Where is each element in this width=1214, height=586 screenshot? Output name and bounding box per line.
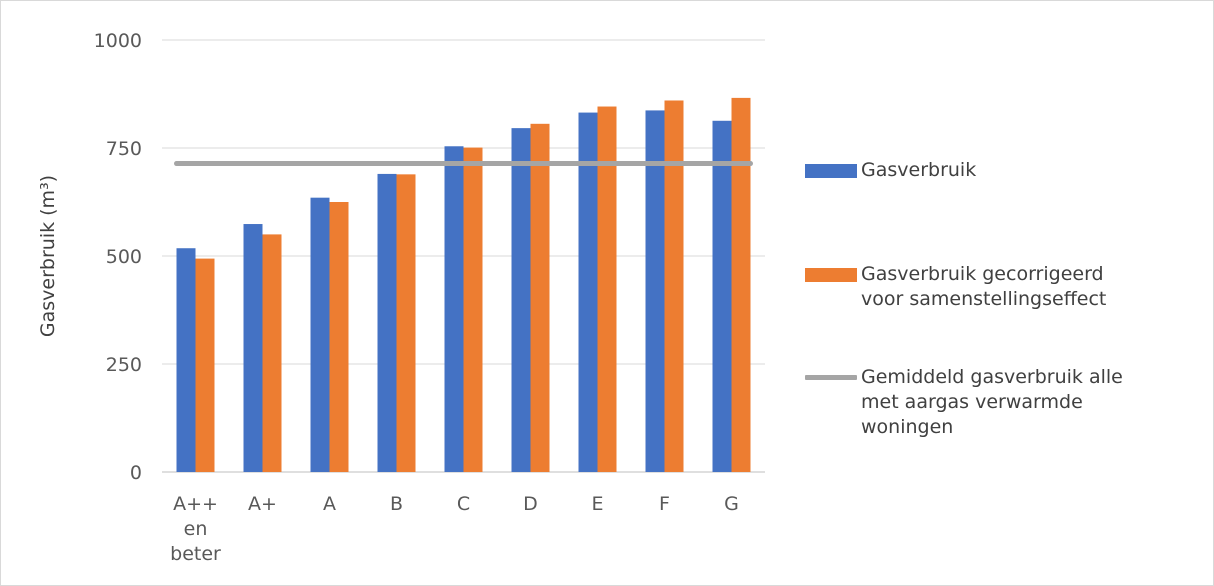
bar-gasverbruik-4 — [444, 146, 464, 472]
bar-gecorrigeerd-5 — [530, 123, 550, 473]
legend-label-gemiddeld: Gemiddeld gasverbruik alle met aargas ve… — [861, 366, 1123, 438]
legend: Gasverbruik Gasverbruik gecorrigeerd voo… — [805, 0, 1205, 586]
legend-swatch-gecorrigeerd — [805, 268, 857, 282]
legend-item-gasverbruik: Gasverbruik — [805, 158, 976, 183]
y-tick-label-1000: 1000 — [94, 30, 142, 52]
x-tick-label-3: B — [390, 493, 403, 515]
y-tick-label-500: 500 — [106, 246, 142, 268]
bar-gecorrigeerd-3 — [396, 174, 416, 473]
bar-gecorrigeerd-7 — [664, 100, 684, 472]
x-tick-label-2: A — [323, 493, 336, 515]
bar-gasverbruik-0 — [176, 248, 196, 472]
legend-label-gasverbruik: Gasverbruik — [861, 159, 977, 181]
x-tick-label-1: A+ — [248, 493, 277, 515]
y-tick-label-0: 0 — [130, 462, 142, 484]
x-tick-label-5: D — [523, 493, 538, 515]
legend-item-gemiddeld: Gemiddeld gasverbruik alle met aargas ve… — [805, 365, 1123, 440]
tick-labels: 0 250 500 750 1000 A++ en beter A+ A B C D E F G — [94, 30, 739, 565]
bars — [176, 97, 751, 473]
x-tick-label-8: G — [724, 493, 739, 515]
bar-gecorrigeerd-1 — [262, 234, 282, 472]
bar-gecorrigeerd-2 — [329, 202, 349, 472]
legend-label-gecorrigeerd: Gasverbruik gecorrigeerd voor samenstell… — [861, 263, 1107, 310]
bar-gecorrigeerd-4 — [463, 147, 483, 472]
bar-gasverbruik-8 — [712, 120, 732, 472]
bar-gecorrigeerd-0 — [195, 258, 215, 472]
y-axis-label: Gasverbruik (m³) — [37, 174, 59, 338]
bar-gasverbruik-5 — [511, 128, 531, 473]
legend-swatch-gasverbruik — [805, 164, 857, 178]
bar-gasverbruik-3 — [377, 173, 397, 473]
bar-gecorrigeerd-6 — [597, 106, 617, 472]
x-tick-label-4: C — [457, 493, 470, 515]
bar-gasverbruik-2 — [310, 197, 330, 472]
x-tick-label-7: F — [659, 493, 670, 515]
legend-item-gecorrigeerd: Gasverbruik gecorrigeerd voor samenstell… — [805, 262, 1106, 312]
bar-gasverbruik-1 — [243, 224, 263, 472]
x-tick-label-0: A++ en beter — [170, 493, 221, 565]
x-tick-label-6: E — [591, 493, 603, 515]
bar-gecorrigeerd-8 — [731, 97, 751, 472]
y-tick-label-750: 750 — [106, 138, 142, 160]
legend-swatch-gemiddeld — [805, 375, 857, 380]
bar-gasverbruik-6 — [578, 112, 598, 473]
y-tick-label-250: 250 — [106, 354, 142, 376]
bar-gasverbruik-7 — [645, 110, 665, 472]
